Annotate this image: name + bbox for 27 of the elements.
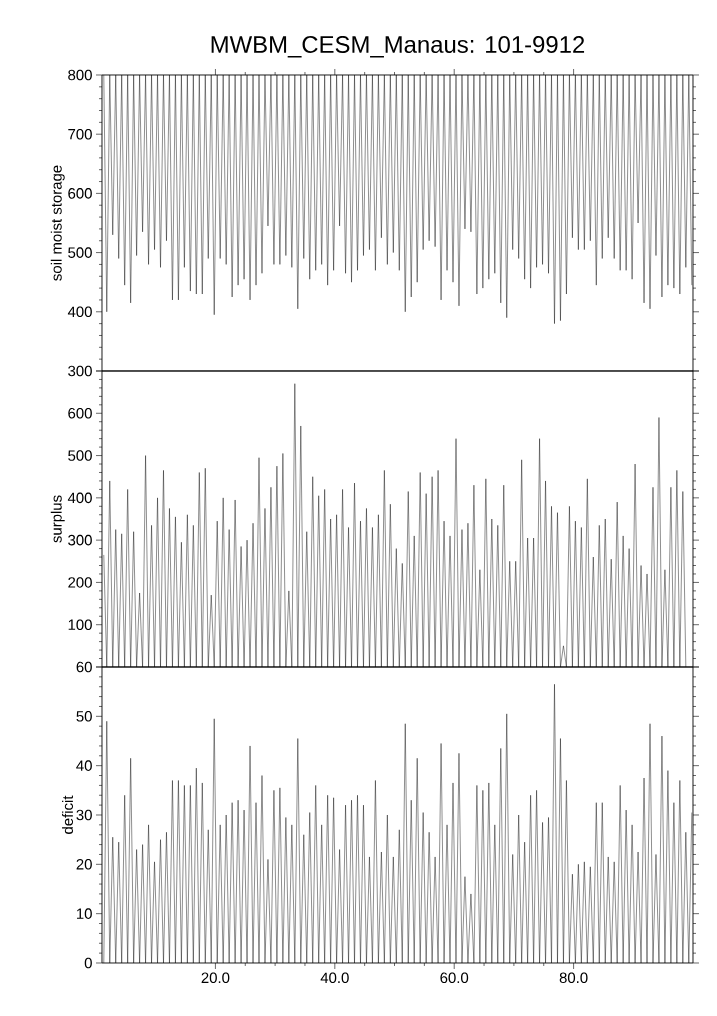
y-axis-title: soil moist storage	[50, 165, 65, 281]
y-tick-label: 50	[76, 711, 92, 722]
y-tick-label: 800	[68, 69, 92, 81]
x-tick-label: 20.0	[201, 972, 230, 984]
y-tick-label: 700	[68, 128, 92, 140]
y-tick-label: 100	[68, 619, 92, 630]
y-tick-label: 40	[76, 760, 92, 771]
y-axis-title: surplus	[50, 495, 65, 543]
y-tick-label: 200	[68, 577, 92, 588]
x-tick-label: 80.0	[559, 972, 588, 984]
y-tick-label: 300	[68, 534, 92, 546]
y-axis-title: deficit	[62, 795, 74, 834]
y-tick-label: 10	[77, 908, 92, 919]
y-tick-label: 600	[68, 407, 92, 419]
y-tick-label: 0	[84, 957, 92, 969]
y-tick-label: 20	[76, 859, 92, 870]
y-tick-label: 400	[67, 306, 92, 318]
x-tick-label: 40.0	[320, 972, 349, 984]
y-tick-label: 300	[68, 365, 92, 377]
y-tick-label: 500	[68, 247, 92, 258]
chart-title: MWBM_CESM_Manaus: 101-9912	[211, 36, 585, 58]
y-tick-label: 600	[68, 188, 92, 199]
y-tick-label: 400	[67, 492, 92, 504]
y-tick-label: 500	[68, 450, 92, 461]
x-tick-label: 60.0	[440, 972, 469, 984]
y-tick-label: 30	[76, 809, 92, 821]
y-tick-label: 60	[76, 661, 92, 673]
